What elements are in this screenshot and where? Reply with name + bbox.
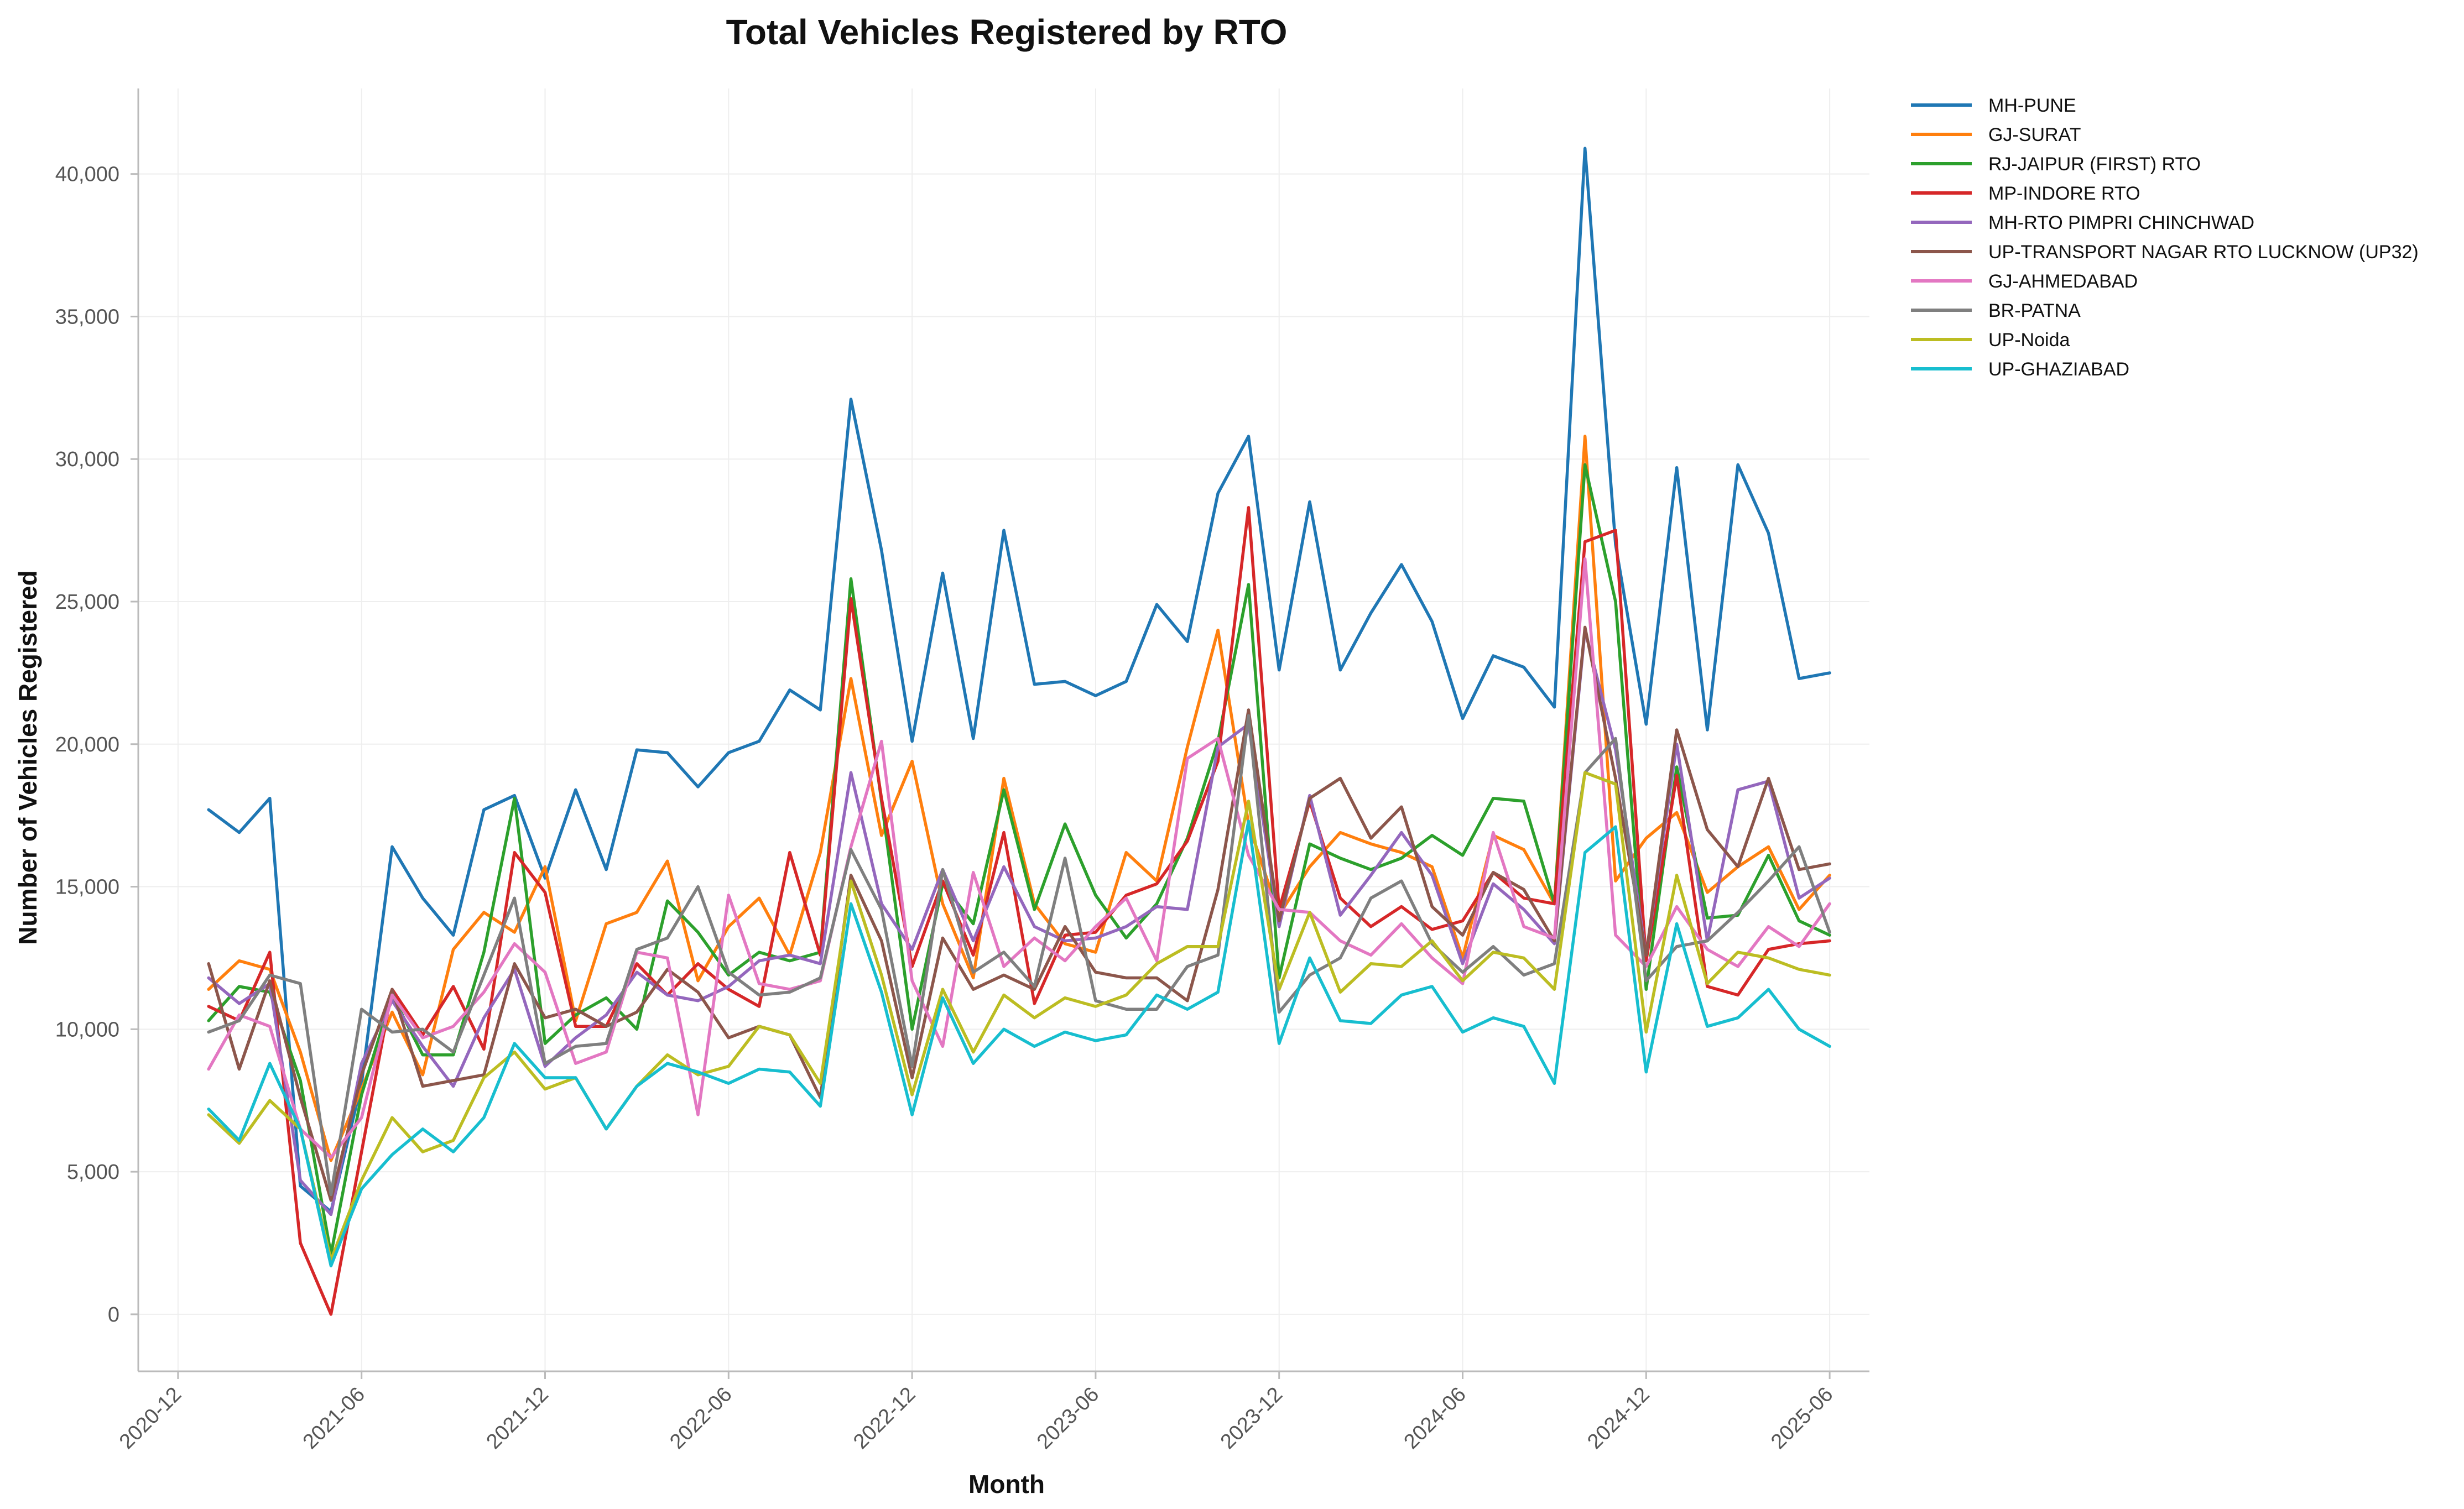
series-line-gj-ahmedabad: [207, 557, 1831, 1160]
legend-item: UP-Noida: [1911, 330, 2070, 351]
x-tick-label: 2023-06: [1033, 1383, 1103, 1454]
y-tick-label: 5,000: [67, 1161, 119, 1184]
legend-item: UP-GHAZIABAD: [1911, 359, 2129, 380]
legend-label: UP-TRANSPORT NAGAR RTO LUCKNOW (UP32): [1988, 242, 2419, 263]
legend-label: GJ-SURAT: [1988, 124, 2081, 145]
x-tick-label: 2022-12: [849, 1383, 920, 1454]
legend-item: GJ-AHMEDABAD: [1911, 271, 2138, 292]
series-line-mh-pune: [207, 147, 1831, 1214]
legend-label: RJ-JAIPUR (FIRST) RTO: [1988, 154, 2201, 175]
y-tick-label: 40,000: [55, 163, 119, 186]
x-tick-label: 2025-06: [1767, 1383, 1837, 1454]
x-tick-label: 2024-06: [1400, 1383, 1471, 1454]
legend-item: MP-INDORE RTO: [1911, 183, 2140, 204]
y-axis-label: Number of Vehicles Registered: [13, 570, 42, 944]
y-tick-label: 0: [108, 1303, 119, 1327]
y-tick-label: 35,000: [55, 305, 119, 328]
legend-item: UP-TRANSPORT NAGAR RTO LUCKNOW (UP32): [1911, 242, 2419, 263]
x-tick-label: 2022-06: [665, 1383, 736, 1454]
legend-label: GJ-AHMEDABAD: [1988, 271, 2138, 292]
axes: 0 5,000 10,000 15,000 20,000 25,000 30,000 35,0…: [55, 88, 1869, 1454]
series-line-br-patna: [207, 714, 1831, 1197]
legend: MH-PUNE GJ-SURAT RJ-JAIPUR (FIRST) RTO MP-I…: [1911, 95, 2419, 380]
series-line-mp-indore-rto: [207, 506, 1831, 1316]
series-line-up-ghaziabad: [207, 819, 1831, 1267]
y-tick-label: 15,000: [55, 876, 119, 899]
x-tick-label: 2021-06: [299, 1383, 369, 1454]
legend-label: UP-GHAZIABAD: [1988, 359, 2129, 380]
gridlines: [138, 88, 1869, 1371]
legend-item: RJ-JAIPUR (FIRST) RTO: [1911, 154, 2201, 175]
legend-label: MP-INDORE RTO: [1988, 183, 2140, 204]
y-tick-label: 30,000: [55, 448, 119, 471]
legend-label: UP-Noida: [1988, 330, 2070, 351]
x-tick-label: 2023-12: [1216, 1383, 1287, 1454]
legend-item: MH-RTO PIMPRI CHINCHWAD: [1911, 212, 2254, 233]
y-tick-label: 10,000: [55, 1018, 119, 1041]
legend-item: GJ-SURAT: [1911, 124, 2081, 145]
y-tick-label: 25,000: [55, 591, 119, 614]
x-tick-label: 2021-12: [482, 1383, 553, 1454]
legend-label: MH-PUNE: [1988, 95, 2076, 116]
legend-label: MH-RTO PIMPRI CHINCHWAD: [1988, 212, 2254, 233]
y-tick-label: 20,000: [55, 733, 119, 756]
chart-title: Total Vehicles Registered by RTO: [726, 12, 1288, 52]
x-tick-label: 2024-12: [1583, 1383, 1654, 1454]
legend-label: BR-PATNA: [1988, 300, 2081, 321]
x-tick-label: 2020-12: [115, 1383, 186, 1454]
legend-item: BR-PATNA: [1911, 300, 2081, 321]
legend-item: MH-PUNE: [1911, 95, 2076, 116]
series-line-up-noida: [207, 771, 1831, 1262]
series-lines: [207, 147, 1831, 1316]
x-axis-label: Month: [968, 1470, 1045, 1498]
